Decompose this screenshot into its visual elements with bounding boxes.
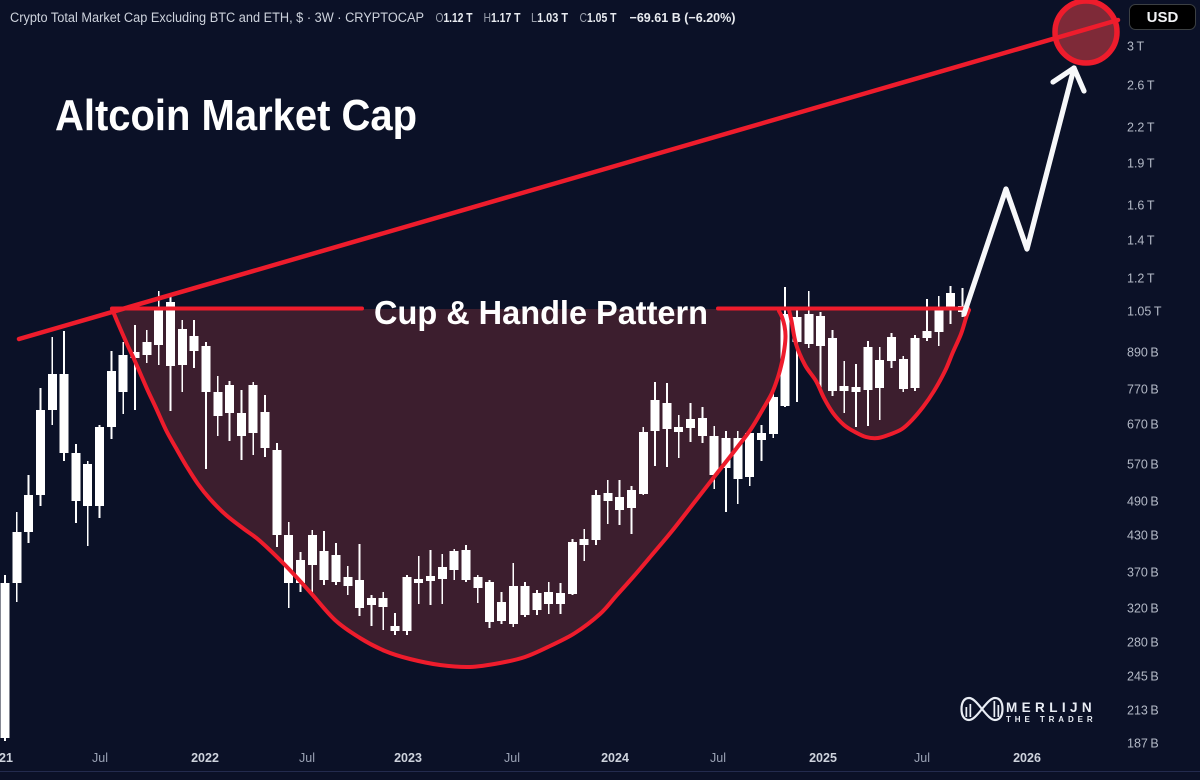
svg-text:2.6T: 2.6 T (1127, 79, 1155, 93)
svg-text:2.2T: 2.2 T (1127, 121, 1155, 135)
svg-text:USD: USD (1147, 9, 1179, 26)
svg-text:3T: 3T (1127, 40, 1144, 54)
svg-text:THE TRADER: THE TRADER (1006, 715, 1097, 724)
svg-text:1.4T: 1.4 T (1127, 234, 1155, 248)
svg-text:L1.03 T: L1.03 T (531, 10, 568, 25)
svg-text:1.05T: 1.05 T (1127, 305, 1162, 319)
svg-text:Altcoin Market Cap: Altcoin Market Cap (55, 91, 417, 140)
svg-text:1.2T: 1.2 T (1127, 272, 1155, 286)
svg-text:2025: 2025 (809, 751, 837, 765)
svg-text:Cup & Handle Pattern: Cup & Handle Pattern (374, 294, 708, 331)
svg-text:H1.17 T: H1.17 T (484, 10, 521, 25)
svg-text:O1.12 T: O1.12 T (436, 10, 473, 25)
svg-text:Jul: Jul (299, 751, 315, 765)
svg-text:2024: 2024 (601, 751, 629, 765)
svg-text:2023: 2023 (394, 751, 422, 765)
svg-text:Jul: Jul (504, 751, 520, 765)
svg-text:2026: 2026 (1013, 751, 1041, 765)
svg-text:Crypto Total Market Cap Exclud: Crypto Total Market Cap Excluding BTC an… (10, 10, 424, 25)
svg-text:MERLIJN: MERLIJN (1006, 700, 1096, 715)
svg-text:2021: 2021 (0, 751, 13, 765)
svg-text:1.9T: 1.9 T (1127, 157, 1155, 171)
svg-text:Jul: Jul (92, 751, 108, 765)
svg-text:Jul: Jul (710, 751, 726, 765)
svg-text:−69.61 B (−6.20%): −69.61 B (−6.20%) (630, 10, 736, 25)
svg-text:Jul: Jul (914, 751, 930, 765)
svg-text:2022: 2022 (191, 751, 219, 765)
svg-text:1.6T: 1.6 T (1127, 199, 1155, 213)
svg-text:C1.05 T: C1.05 T (580, 10, 617, 25)
